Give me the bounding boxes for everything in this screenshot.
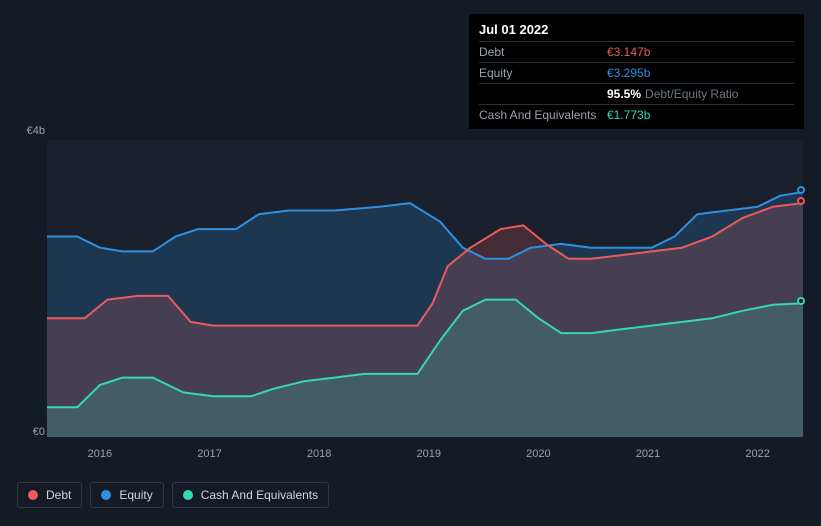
tooltip-label: Equity bbox=[479, 66, 607, 80]
tooltip-value: €3.147b bbox=[607, 45, 650, 59]
tooltip-date: Jul 01 2022 bbox=[479, 20, 794, 41]
x-tick-label: 2018 bbox=[307, 448, 331, 460]
x-tick-label: 2020 bbox=[526, 448, 550, 460]
tooltip-value: €1.773b bbox=[607, 108, 650, 122]
tooltip-row-cash: Cash And Equivalents €1.773b bbox=[479, 104, 794, 125]
series-end-dot-icon bbox=[797, 197, 805, 205]
legend-label: Equity bbox=[119, 488, 152, 502]
swatch-icon bbox=[28, 490, 38, 500]
tooltip-label: Cash And Equivalents bbox=[479, 108, 607, 122]
tooltip-row-debt: Debt €3.147b bbox=[479, 41, 794, 62]
chart-area[interactable] bbox=[47, 140, 803, 437]
y-axis-label-max: €4b bbox=[21, 125, 45, 137]
y-axis-label-min: €0 bbox=[21, 426, 45, 438]
legend: Debt Equity Cash And Equivalents bbox=[17, 482, 329, 508]
legend-label: Debt bbox=[46, 488, 71, 502]
x-tick-label: 2022 bbox=[745, 448, 769, 460]
ratio-label: Debt/Equity Ratio bbox=[645, 87, 738, 101]
legend-item-cash[interactable]: Cash And Equivalents bbox=[172, 482, 329, 508]
tooltip-label: Debt bbox=[479, 45, 607, 59]
tooltip-row-equity: Equity €3.295b bbox=[479, 62, 794, 83]
tooltip-label bbox=[479, 87, 607, 101]
legend-item-debt[interactable]: Debt bbox=[17, 482, 82, 508]
chart-svg bbox=[47, 140, 803, 437]
tooltip-row-ratio: 95.5% Debt/Equity Ratio bbox=[479, 83, 794, 104]
tooltip-ratio: 95.5% Debt/Equity Ratio bbox=[607, 87, 738, 101]
legend-item-equity[interactable]: Equity bbox=[90, 482, 163, 508]
x-tick-label: 2017 bbox=[197, 448, 221, 460]
x-tick-label: 2021 bbox=[636, 448, 660, 460]
x-tick-label: 2019 bbox=[417, 448, 441, 460]
series-end-dot-icon bbox=[797, 297, 805, 305]
legend-label: Cash And Equivalents bbox=[201, 488, 318, 502]
tooltip-value: €3.295b bbox=[607, 66, 650, 80]
swatch-icon bbox=[183, 490, 193, 500]
swatch-icon bbox=[101, 490, 111, 500]
x-axis: 2016 2017 2018 2019 2020 2021 2022 bbox=[47, 448, 803, 466]
ratio-percent: 95.5% bbox=[607, 87, 641, 101]
chart-tooltip: Jul 01 2022 Debt €3.147b Equity €3.295b … bbox=[469, 14, 804, 129]
x-tick-label: 2016 bbox=[88, 448, 112, 460]
series-end-dot-icon bbox=[797, 186, 805, 194]
